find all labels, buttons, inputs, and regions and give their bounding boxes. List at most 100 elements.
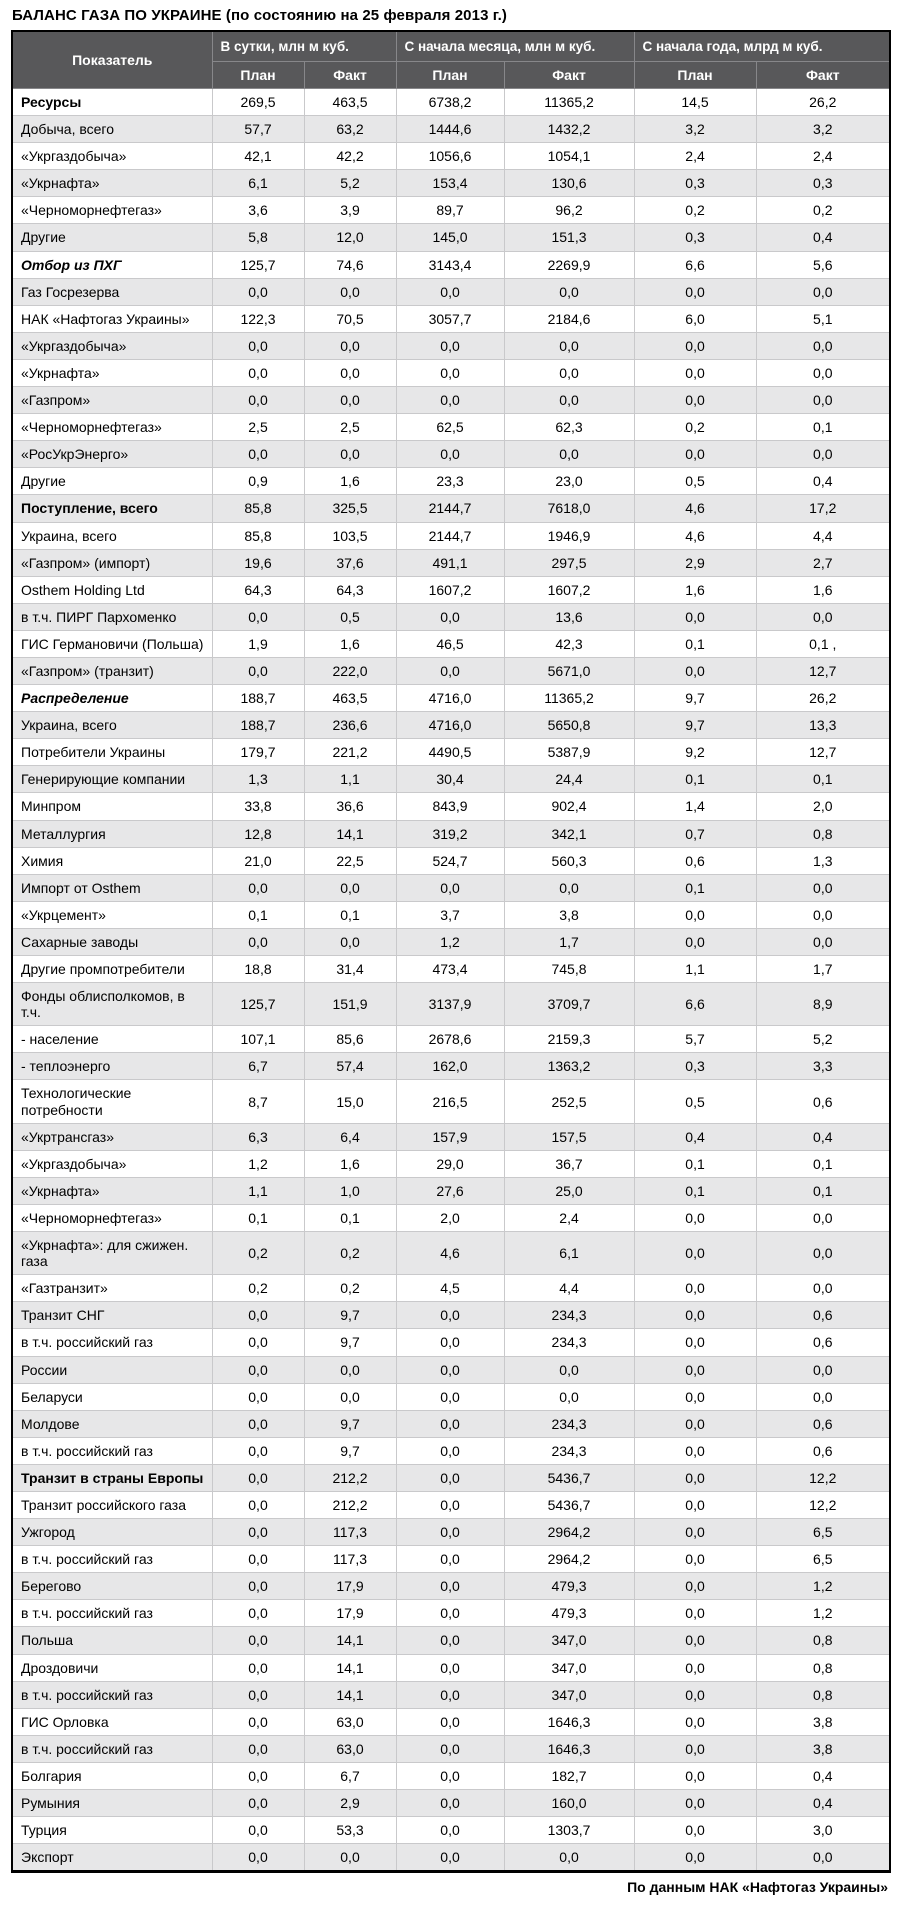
cell-value: 0,0 xyxy=(633,1436,757,1465)
column-header-year-plan: План xyxy=(633,61,757,89)
table-row: «Укрцемент» 0,1 0,1 3,7 3,8 0,0 0,0 xyxy=(11,900,891,929)
cell-value: 0,0 xyxy=(211,277,305,306)
source-note: По данным НАК «Нафтогаз Украины» xyxy=(627,1879,888,1896)
cell-value: 0,0 xyxy=(633,1518,757,1547)
cell-value: 0,0 xyxy=(633,277,757,306)
cell-value: 15,0 xyxy=(303,1079,397,1124)
cell-value: 0,0 xyxy=(503,1382,635,1411)
cell-value: 0,0 xyxy=(303,331,397,360)
cell-value: 0,0 xyxy=(303,1355,397,1384)
cell-value: 0,0 xyxy=(395,1626,505,1655)
cell-value: 0,0 xyxy=(395,1355,505,1384)
row-label: Транзит российского газа xyxy=(11,1490,213,1520)
column-header-daily-plan: План xyxy=(211,61,305,89)
cell-value: 9,2 xyxy=(633,738,757,767)
cell-value: 157,9 xyxy=(395,1122,505,1151)
row-label: в т.ч. российский газ xyxy=(11,1436,213,1465)
cell-value: 12,7 xyxy=(755,738,891,767)
cell-value: 12,0 xyxy=(303,223,397,252)
cell-value: 0,0 xyxy=(755,1382,891,1411)
cell-value: 0,0 xyxy=(633,386,757,415)
table-row: Металлургия 12,8 14,1 319,2 342,1 0,7 0,8 xyxy=(11,819,891,848)
cell-value: 14,5 xyxy=(633,87,757,117)
cell-value: 64,3 xyxy=(211,575,305,604)
cell-value: 0,0 xyxy=(211,358,305,388)
cell-value: 0,3 xyxy=(633,169,757,198)
table-row: Дроздовичи 0,0 14,1 0,0 347,0 0,0 0,8 xyxy=(11,1653,891,1682)
cell-value: 36,6 xyxy=(303,792,397,821)
cell-value: 212,2 xyxy=(303,1490,397,1520)
cell-value: 3,2 xyxy=(633,115,757,144)
cell-value: 4,6 xyxy=(395,1231,505,1276)
table-row: Транзит СНГ 0,0 9,7 0,0 234,3 0,0 0,6 xyxy=(11,1301,891,1330)
cell-value: 0,2 xyxy=(303,1231,397,1276)
table-row: Фонды облисполкомов, в т.ч. 125,7 151,9 313… xyxy=(11,982,891,1027)
cell-value: 0,0 xyxy=(633,602,757,631)
cell-value: 4,4 xyxy=(503,1274,635,1303)
cell-value: 2,0 xyxy=(395,1203,505,1233)
cell-value: 2144,7 xyxy=(395,494,505,523)
cell-value: 0,0 xyxy=(633,1653,757,1682)
cell-value: 0,0 xyxy=(633,1599,757,1628)
cell-value: 4716,0 xyxy=(395,711,505,740)
row-label: Минпром xyxy=(11,792,213,821)
cell-value: 0,0 xyxy=(755,358,891,388)
cell-value: 13,6 xyxy=(503,602,635,631)
table-row: Ресурсы 269,5 463,5 6738,2 11365,2 14,5 26,2 xyxy=(11,87,891,117)
cell-value: 0,0 xyxy=(211,1436,305,1465)
cell-value: 3137,9 xyxy=(395,982,505,1027)
cell-value: 0,2 xyxy=(211,1274,305,1303)
row-label: «Укрнафта» xyxy=(11,169,213,198)
cell-value: 0,7 xyxy=(633,819,757,848)
row-label: «Газпром» (транзит) xyxy=(11,656,213,686)
table-row: «Укрнафта» 0,0 0,0 0,0 0,0 0,0 0,0 xyxy=(11,358,891,388)
table-row: Сахарные заводы 0,0 0,0 1,2 1,7 0,0 0,0 xyxy=(11,927,891,957)
cell-value: 325,5 xyxy=(303,494,397,523)
cell-value: 14,1 xyxy=(303,1680,397,1709)
cell-value: 342,1 xyxy=(503,819,635,848)
cell-value: 0,0 xyxy=(303,440,397,469)
cell-value: 0,8 xyxy=(755,1680,891,1709)
cell-value: 0,1 xyxy=(211,900,305,929)
cell-value: 0,0 xyxy=(503,331,635,360)
table-row: Газ Госрезерва 0,0 0,0 0,0 0,0 0,0 0,0 xyxy=(11,277,891,306)
cell-value: 0,0 xyxy=(395,1382,505,1411)
cell-value: 4,6 xyxy=(633,521,757,550)
cell-value: 1432,2 xyxy=(503,115,635,144)
cell-value: 1,7 xyxy=(503,927,635,957)
cell-value: 0,0 xyxy=(395,1518,505,1547)
table-row: Добыча, всего 57,7 63,2 1444,6 1432,2 3,2 3,2 xyxy=(11,115,891,144)
cell-value: 0,8 xyxy=(755,1653,891,1682)
table-row: - теплоэнерго 6,7 57,4 162,0 1363,2 0,3 3,3 xyxy=(11,1052,891,1081)
row-label: «Укртрансгаз» xyxy=(11,1122,213,1151)
cell-value: 85,8 xyxy=(211,494,305,523)
cell-value: 0,0 xyxy=(211,1490,305,1520)
cell-value: 2,7 xyxy=(755,548,891,577)
row-label: Ужгород xyxy=(11,1518,213,1547)
cell-value: 9,7 xyxy=(303,1301,397,1330)
cell-value: 0,0 xyxy=(755,386,891,415)
cell-value: 5,8 xyxy=(211,223,305,252)
cell-value: 0,0 xyxy=(755,873,891,902)
cell-value: 0,0 xyxy=(303,358,397,388)
cell-value: 0,3 xyxy=(755,169,891,198)
cell-value: 57,7 xyxy=(211,115,305,144)
table-row: Другие промпотребители 18,8 31,4 473,4 745,8… xyxy=(11,954,891,984)
cell-value: 6,3 xyxy=(211,1122,305,1151)
cell-value: 5,6 xyxy=(755,250,891,279)
cell-value: 3,8 xyxy=(503,900,635,929)
cell-value: 0,0 xyxy=(633,1231,757,1276)
cell-value: 1,2 xyxy=(395,927,505,957)
cell-value: 0,0 xyxy=(211,440,305,469)
table-row: Турция 0,0 53,3 0,0 1303,7 0,0 3,0 xyxy=(11,1816,891,1845)
cell-value: 1,2 xyxy=(755,1572,891,1601)
cell-value: 0,0 xyxy=(755,900,891,929)
table-row: «Укргаздобыча» 1,2 1,6 29,0 36,7 0,1 0,1 xyxy=(11,1149,891,1178)
cell-value: 0,2 xyxy=(755,196,891,225)
cell-value: 1,1 xyxy=(633,954,757,984)
cell-value: 0,0 xyxy=(211,656,305,686)
cell-value: 5,7 xyxy=(633,1025,757,1054)
cell-value: 222,0 xyxy=(303,656,397,686)
cell-value: 26,2 xyxy=(755,87,891,117)
